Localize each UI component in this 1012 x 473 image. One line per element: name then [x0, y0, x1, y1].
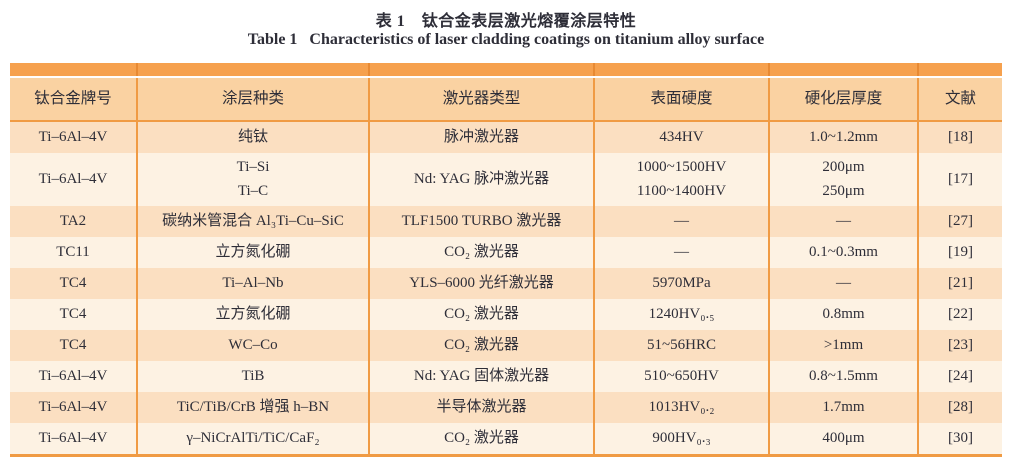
cell-alloy: TC4: [10, 330, 136, 361]
cell-alloy: TC4: [10, 299, 136, 330]
cell-ref: [27]: [917, 206, 1002, 237]
cell-alloy: Ti–6Al–4V: [10, 392, 136, 423]
cell-laser: 半导体激光器: [368, 392, 593, 423]
column-header-coating: 涂层种类: [136, 78, 368, 120]
cell-laser: CO₂ 激光器: [368, 423, 593, 454]
table-row: Ti–6Al–4V TiC/TiB/CrB 增强 h–BN 半导体激光器 1013HV…: [10, 392, 1002, 423]
cell-hardness: 1000~1500HV 1100~1400HV: [593, 153, 768, 206]
cell-coating: Ti–Si Ti–C: [136, 153, 368, 206]
cell-thickness: >1mm: [768, 330, 917, 361]
table-title-en: Table 1 Characteristics of laser claddin…: [247, 31, 765, 48]
cell-hardness: 510~650HV: [593, 361, 768, 392]
cell-ref: [22]: [917, 299, 1002, 330]
top-bar-segment: [768, 63, 917, 76]
table-row: Ti–6Al–4V Ti–Si Ti–C Nd: YAG 脉冲激光器 1000~150…: [10, 153, 1002, 206]
table-body: Ti–6Al–4V 纯钛 脉冲激光器 434HV 1.0~1.2mm [18] Ti–6Al…: [10, 122, 1002, 454]
top-bar-segment: [368, 63, 593, 76]
cell-ref: [24]: [917, 361, 1002, 392]
column-header-thickness: 硬化层厚度: [768, 78, 917, 120]
cell-coating: 纯钛: [136, 122, 368, 153]
table-header-row: 钛合金牌号 涂层种类 激光器类型 表面硬度 硬化层厚度 文献: [10, 78, 1002, 122]
cell-coating: 碳纳米管混合 Al₃Ti–Cu–SiC: [136, 206, 368, 237]
column-header-hardness: 表面硬度: [593, 78, 768, 120]
laser-cladding-table: 钛合金牌号 涂层种类 激光器类型 表面硬度 硬化层厚度 文献 Ti–6Al–4V 纯钛 脉冲激…: [10, 63, 1002, 457]
cell-hardness: 51~56HRC: [593, 330, 768, 361]
cell-coating: TiB: [136, 361, 368, 392]
cell-alloy: TA2: [10, 206, 136, 237]
cell-laser: Nd: YAG 脉冲激光器: [368, 153, 593, 206]
cell-hardness: —: [593, 206, 768, 237]
cell-laser: CO₂ 激光器: [368, 299, 593, 330]
cell-hardness: 434HV: [593, 122, 768, 153]
top-bar-segment: [136, 63, 368, 76]
table-row: Ti–6Al–4V TiB Nd: YAG 固体激光器 510~650HV 0.8~1.…: [10, 361, 1002, 392]
cell-alloy: Ti–6Al–4V: [10, 153, 136, 206]
table-title-zh: 表 1 钛合金表层激光熔覆涂层特性: [375, 13, 637, 30]
cell-laser: YLS–6000 光纤激光器: [368, 268, 593, 299]
cell-ref: [23]: [917, 330, 1002, 361]
cell-alloy: Ti–6Al–4V: [10, 122, 136, 153]
cell-hardness: —: [593, 237, 768, 268]
cell-hardness: 1013HV₀.₂: [593, 392, 768, 423]
table-row: TC4 WC–Co CO₂ 激光器 51~56HRC >1mm [23]: [10, 330, 1002, 361]
table-row: TC11 立方氮化硼 CO₂ 激光器 —0.1~0.3mm [19]: [10, 237, 1002, 268]
cell-thickness: 1.7mm: [768, 392, 917, 423]
cell-laser: Nd: YAG 固体激光器: [368, 361, 593, 392]
cell-coating: γ–NiCrAlTi/TiC/CaF₂: [136, 423, 368, 454]
cell-alloy: Ti–6Al–4V: [10, 423, 136, 454]
cell-ref: [30]: [917, 423, 1002, 454]
cell-hardness: 5970MPa: [593, 268, 768, 299]
cell-ref: [17]: [917, 153, 1002, 206]
cell-coating: 立方氮化硼: [136, 237, 368, 268]
cell-thickness: 0.8~1.5mm: [768, 361, 917, 392]
table-bottom-border: [10, 454, 1002, 457]
cell-coating: 立方氮化硼: [136, 299, 368, 330]
cell-thickness: 0.8mm: [768, 299, 917, 330]
cell-ref: [21]: [917, 268, 1002, 299]
cell-thickness: —: [768, 268, 917, 299]
cell-alloy: TC4: [10, 268, 136, 299]
top-bar-segment: [10, 63, 136, 76]
cell-alloy: Ti–6Al–4V: [10, 361, 136, 392]
cell-ref: [28]: [917, 392, 1002, 423]
column-header-ref: 文献: [917, 78, 1002, 120]
cell-alloy: TC11: [10, 237, 136, 268]
table-row: TC4 立方氮化硼 CO₂ 激光器 1240HV₀.₅ 0.8mm [22]: [10, 299, 1002, 330]
cell-laser: TLF1500 TURBO 激光器: [368, 206, 593, 237]
cell-coating: WC–Co: [136, 330, 368, 361]
cell-coating: Ti–Al–Nb: [136, 268, 368, 299]
cell-laser: CO₂ 激光器: [368, 330, 593, 361]
cell-thickness: 1.0~1.2mm: [768, 122, 917, 153]
table-row: Ti–6Al–4V 纯钛 脉冲激光器 434HV 1.0~1.2mm [18]: [10, 122, 1002, 153]
table-top-bar: [10, 63, 1002, 76]
cell-hardness: 1240HV₀.₅: [593, 299, 768, 330]
cell-laser: CO₂ 激光器: [368, 237, 593, 268]
cell-ref: [19]: [917, 237, 1002, 268]
table-row: TC4 Ti–Al–Nb YLS–6000 光纤激光器 5970MPa — [21]: [10, 268, 1002, 299]
column-header-alloy: 钛合金牌号: [10, 78, 136, 120]
table-row: TA2 碳纳米管混合 Al₃Ti–Cu–SiC TLF1500 TURBO 激光器 —…: [10, 206, 1002, 237]
cell-coating: TiC/TiB/CrB 增强 h–BN: [136, 392, 368, 423]
top-bar-segment: [593, 63, 768, 76]
cell-hardness: 900HV₀.₃: [593, 423, 768, 454]
cell-thickness: 0.1~0.3mm: [768, 237, 917, 268]
column-header-laser: 激光器类型: [368, 78, 593, 120]
cell-thickness: 400μm: [768, 423, 917, 454]
top-bar-segment: [917, 63, 1002, 76]
cell-laser: 脉冲激光器: [368, 122, 593, 153]
cell-thickness: 200μm 250μm: [768, 153, 917, 206]
table-row: Ti–6Al–4V γ–NiCrAlTi/TiC/CaF₂ CO₂ 激光器 900HV…: [10, 423, 1002, 454]
cell-ref: [18]: [917, 122, 1002, 153]
cell-thickness: —: [768, 206, 917, 237]
